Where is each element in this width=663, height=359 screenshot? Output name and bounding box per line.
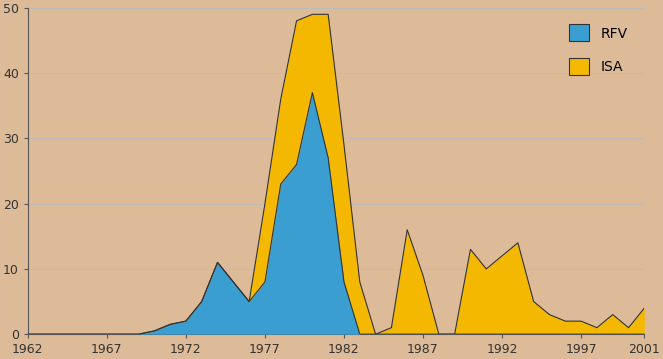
Legend: RFV, ISA: RFV, ISA	[563, 19, 633, 80]
